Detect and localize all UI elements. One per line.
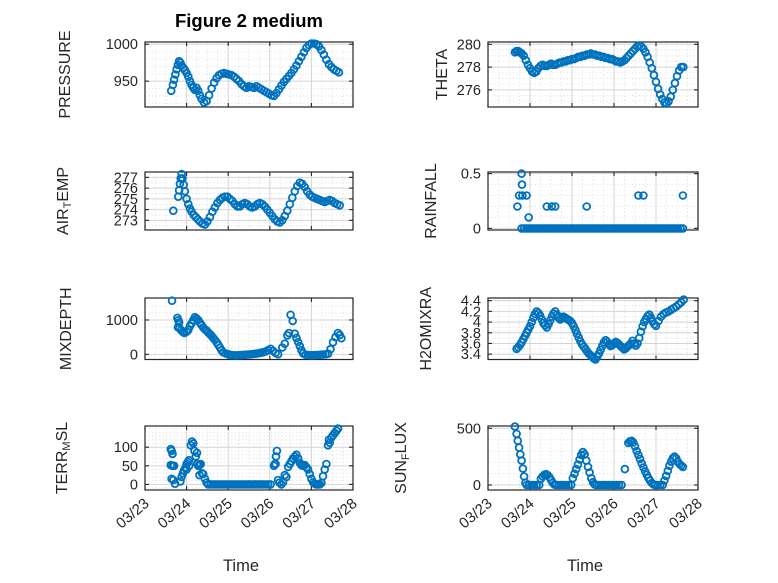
x-tick-label: 03/26 <box>238 495 278 532</box>
scatter-points <box>510 41 688 108</box>
y-tick-label: 274 <box>114 202 138 218</box>
axes-box <box>144 170 354 231</box>
y-axis-label: AIRTEMP <box>55 166 74 234</box>
y-tick-label: 1000 <box>106 313 138 329</box>
y-tick-label: 273 <box>114 213 138 229</box>
subplot-sun-flux: 0 500 SUNFLUX 03/23 03/24 03/25 03/26 03/27 03/2… <box>393 421 706 575</box>
y-tick-label: 278 <box>457 60 481 76</box>
y-axis-label: H2OMIXRA <box>418 287 435 371</box>
y-tick-labels: 276 278 280 <box>457 37 481 99</box>
y-tick-label: 0 <box>130 347 138 363</box>
y-tick-label: 500 <box>457 421 481 437</box>
y-tick-label: 0 <box>473 221 481 237</box>
subplot-h2omixra: 3.43.63.844.24.4 H2OMIXRA <box>418 287 699 371</box>
y-tick-labels: 0 50 100 <box>114 440 138 493</box>
y-tick-label: 276 <box>114 181 138 197</box>
x-tick-label: 03/25 <box>196 495 236 532</box>
axes-box <box>144 297 354 361</box>
y-tick-label: 0.5 <box>461 166 481 182</box>
scatter-points <box>512 295 689 364</box>
subplot-theta: 276 278 280 THETA <box>434 37 699 108</box>
x-tick-labels: 03/23 03/24 03/25 03/26 03/27 03/28 <box>113 495 361 532</box>
x-tick-label: 03/26 <box>582 495 622 532</box>
x-tick-label: 03/23 <box>113 495 153 532</box>
y-tick-label: 277 <box>114 170 138 186</box>
y-tick-label: 276 <box>457 83 481 99</box>
subplot-mixdepth: 0 1000 MIXDEPTH <box>58 287 354 370</box>
y-tick-labels: 950 1000 <box>106 37 138 90</box>
y-tick-label: 1000 <box>106 37 138 53</box>
scatter-points <box>513 168 688 233</box>
x-tick-label: 03/23 <box>456 495 496 532</box>
axes-box <box>487 41 699 108</box>
scatter-points <box>166 424 343 489</box>
major-gridlines <box>488 298 698 360</box>
x-tick-label: 03/28 <box>321 495 361 532</box>
subplot-pressure: 950 1000 PRESSURE <box>57 30 354 119</box>
axes-box <box>144 41 354 108</box>
scatter-points <box>510 422 688 490</box>
y-axis-label: TERRMSL <box>54 422 73 494</box>
x-axis-label: Time <box>567 557 603 575</box>
y-tick-label: 100 <box>114 440 138 456</box>
y-tick-label: 280 <box>457 37 481 53</box>
x-tick-label: 03/28 <box>666 495 706 532</box>
minor-gridlines <box>488 171 698 230</box>
y-axis-label: RAINFALL <box>423 163 440 239</box>
x-axis-label: Time <box>223 557 259 575</box>
axes-box <box>144 425 354 491</box>
y-axis-label: THETA <box>434 49 451 101</box>
y-axis-label: SUNFLUX <box>393 422 412 494</box>
y-axis-label: PRESSURE <box>57 30 74 118</box>
y-tick-label: 950 <box>114 74 138 90</box>
scatter-points <box>169 169 345 229</box>
x-tick-labels: 03/23 03/24 03/25 03/26 03/27 03/28 <box>456 495 706 532</box>
scatter-points <box>167 296 346 360</box>
y-tick-label: 0 <box>130 477 138 493</box>
major-gridlines <box>488 42 698 107</box>
y-tick-labels: 00.5 <box>461 166 481 237</box>
x-tick-label: 03/25 <box>540 495 580 532</box>
y-tick-label: 275 <box>114 191 138 207</box>
y-tick-label: 4 <box>473 315 481 331</box>
figure-title: Figure 2 medium <box>174 10 324 31</box>
x-tick-label: 03/27 <box>624 495 664 532</box>
y-tick-label: 4.2 <box>461 304 481 320</box>
x-tick-label: 03/24 <box>154 495 194 532</box>
axes-box <box>487 425 699 491</box>
y-tick-labels: 0 500 <box>457 421 481 494</box>
y-tick-label: 3.6 <box>461 336 481 352</box>
subplot-terr-msl: 0 50 100 TERRMSL 03/23 03/24 03/25 03/26 03/27 03… <box>54 422 361 575</box>
y-axis-label: MIXDEPTH <box>58 287 75 370</box>
y-tick-label: 3.4 <box>461 347 481 363</box>
scatter-points <box>166 39 344 107</box>
y-tick-label: 50 <box>122 459 138 475</box>
y-tick-label: 0 <box>473 478 481 494</box>
y-tick-labels: 0 1000 <box>106 313 138 363</box>
y-tick-labels: 3.43.63.844.24.4 <box>461 294 481 363</box>
y-tick-label: 4.4 <box>461 294 481 310</box>
x-tick-label: 03/27 <box>279 495 319 532</box>
y-tick-label: 3.8 <box>461 326 481 342</box>
x-tick-label: 03/24 <box>498 495 538 532</box>
